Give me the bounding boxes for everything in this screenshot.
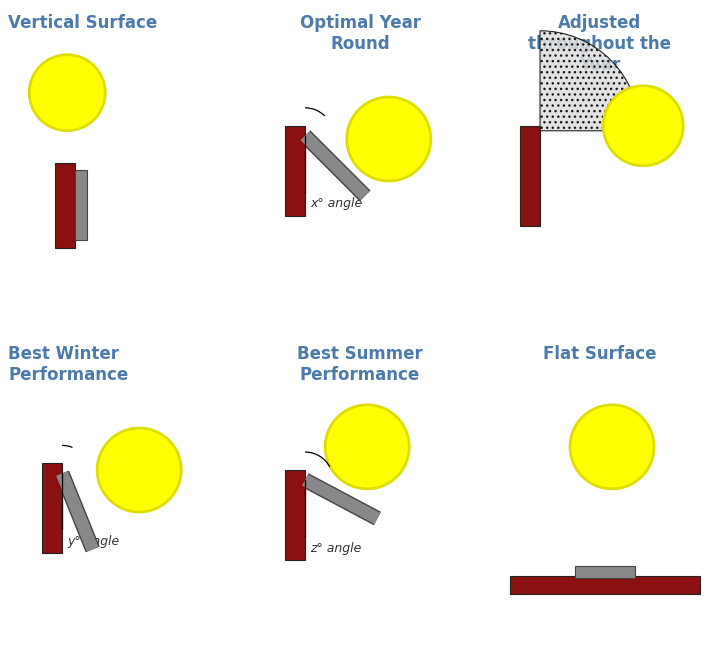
Circle shape	[347, 97, 431, 181]
Circle shape	[30, 55, 105, 130]
Circle shape	[603, 86, 683, 166]
Text: Best Summer
Performance: Best Summer Performance	[297, 345, 423, 384]
Circle shape	[325, 405, 409, 489]
Text: z° angle: z° angle	[310, 542, 361, 555]
Bar	[75, 170, 87, 240]
Text: Best Winter
Performance: Best Winter Performance	[8, 345, 128, 384]
Bar	[510, 576, 700, 594]
Circle shape	[97, 428, 181, 512]
Circle shape	[570, 405, 654, 489]
Text: x° angle: x° angle	[310, 197, 362, 211]
Text: Flat Surface: Flat Surface	[544, 345, 657, 363]
Text: Adjusted
throughout the
Year: Adjusted throughout the Year	[528, 14, 672, 73]
Bar	[285, 126, 305, 216]
Bar	[285, 470, 305, 560]
Text: Vertical Surface: Vertical Surface	[8, 14, 157, 32]
Bar	[575, 566, 635, 578]
Bar	[42, 463, 62, 553]
Bar	[55, 163, 75, 248]
Wedge shape	[540, 30, 640, 131]
Bar	[520, 126, 540, 226]
Text: y° angle: y° angle	[67, 535, 120, 548]
Text: Optimal Year
Round: Optimal Year Round	[300, 14, 420, 53]
